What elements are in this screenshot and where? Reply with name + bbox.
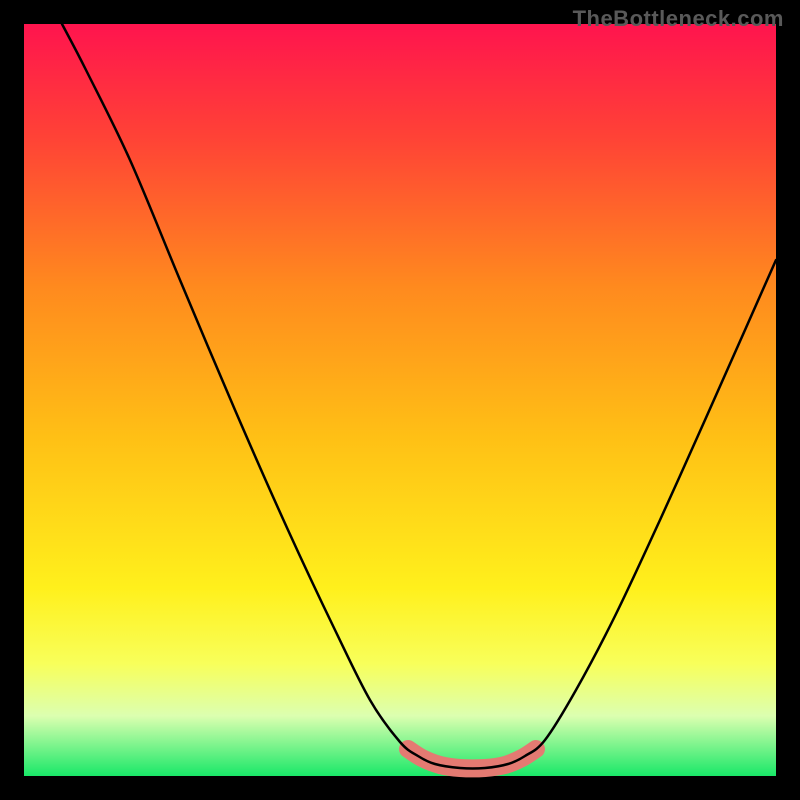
bottleneck-chart: TheBottleneck.com [0,0,800,800]
watermark-text: TheBottleneck.com [573,6,784,32]
chart-gradient-background [24,24,776,776]
